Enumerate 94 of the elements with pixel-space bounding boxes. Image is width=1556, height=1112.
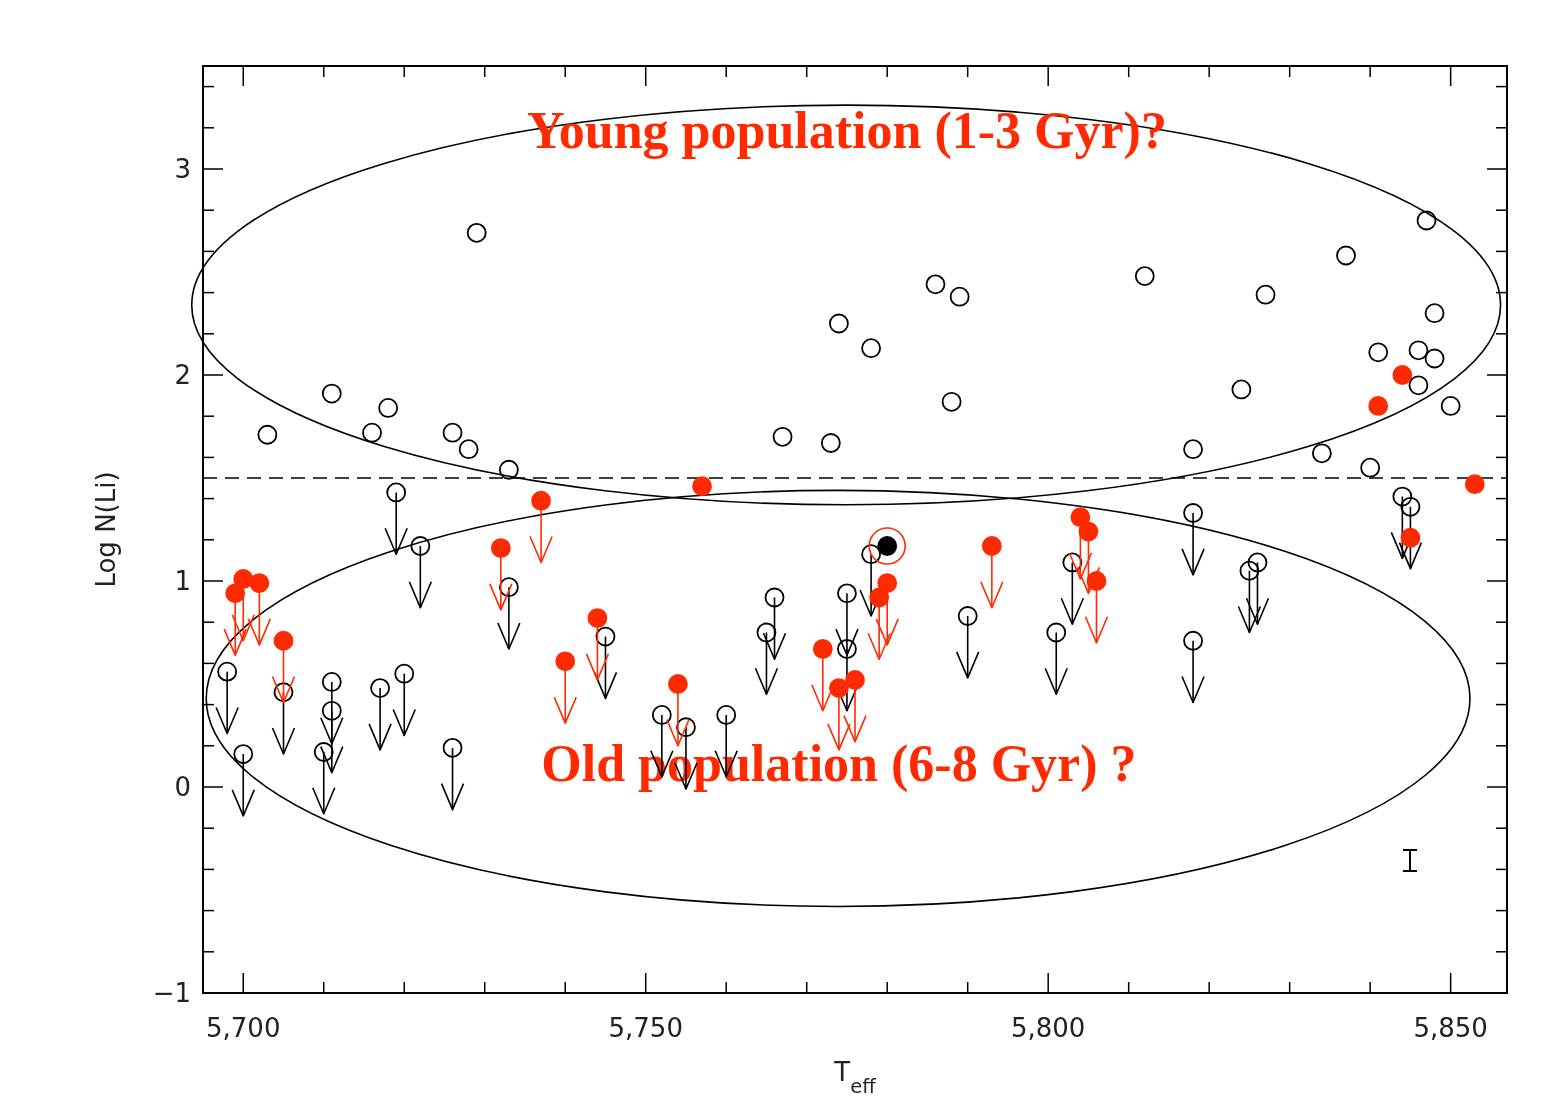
- point: [1392, 486, 1413, 507]
- point: [531, 490, 551, 511]
- point: [1183, 503, 1203, 523]
- point: [442, 422, 463, 443]
- point: [981, 536, 1002, 556]
- point: [1368, 342, 1389, 363]
- point: [1424, 348, 1445, 369]
- point: [1046, 622, 1067, 643]
- point: [820, 433, 841, 453]
- point: [651, 705, 672, 725]
- point: [812, 639, 833, 659]
- point: [498, 459, 519, 480]
- x-axis-title: T$_{eff}$: [833, 1057, 877, 1098]
- point: [829, 678, 849, 699]
- point: [442, 737, 463, 758]
- point: [1086, 571, 1107, 591]
- y-axis-title: Log N(Li): [91, 471, 121, 588]
- point: [957, 606, 978, 626]
- point: [233, 744, 254, 764]
- point: [1408, 340, 1429, 361]
- point: [321, 383, 342, 404]
- point: [1239, 560, 1260, 581]
- point: [845, 669, 865, 690]
- point: [1311, 443, 1332, 464]
- point: [1400, 496, 1421, 517]
- point: [233, 569, 254, 589]
- point: [1255, 284, 1276, 305]
- point: [249, 573, 270, 593]
- point: [1078, 521, 1099, 542]
- y-tick-label: 3: [174, 154, 191, 184]
- point: [861, 544, 881, 565]
- point: [692, 476, 712, 497]
- point: [837, 583, 857, 604]
- point: [949, 286, 970, 307]
- point: [225, 583, 246, 604]
- point: [1416, 210, 1437, 231]
- point: [458, 439, 479, 460]
- point: [716, 705, 737, 725]
- point: [257, 424, 278, 445]
- point: [370, 678, 390, 699]
- point: [378, 398, 399, 418]
- point: [1368, 396, 1389, 416]
- point: [676, 717, 696, 738]
- point: [1360, 457, 1381, 478]
- point: [313, 742, 334, 762]
- point: [386, 482, 407, 503]
- x-tick-label: 5,750: [608, 1013, 683, 1043]
- point: [410, 536, 431, 556]
- point: [1070, 507, 1091, 528]
- point: [772, 426, 793, 447]
- x-tick-label: 5,700: [206, 1013, 281, 1043]
- point: [1424, 303, 1445, 324]
- point: [217, 661, 238, 682]
- point: [362, 422, 382, 443]
- point: [941, 391, 962, 412]
- point: [1392, 365, 1413, 385]
- point: [1183, 630, 1203, 651]
- y-tick-label: 1: [174, 566, 191, 596]
- y-tick-label: −1: [152, 978, 191, 1008]
- point: [595, 626, 616, 647]
- point: [829, 313, 849, 334]
- point: [321, 672, 342, 692]
- point: [273, 682, 294, 703]
- point: [1231, 379, 1252, 400]
- point: [925, 274, 946, 295]
- point: [1336, 245, 1356, 266]
- point: [1183, 439, 1203, 460]
- point: [861, 338, 881, 359]
- point: [877, 573, 898, 593]
- point: [1440, 396, 1461, 416]
- point: [587, 608, 608, 628]
- x-tick-label: 5,800: [1010, 1013, 1086, 1043]
- point: [1464, 474, 1485, 495]
- point: [555, 651, 576, 672]
- point: [1062, 552, 1083, 573]
- point: [756, 622, 777, 643]
- x-tick-label: 5,850: [1413, 1013, 1488, 1043]
- point: [1134, 266, 1155, 287]
- point: [273, 630, 294, 651]
- point: [668, 674, 688, 694]
- point: [1247, 552, 1268, 573]
- point: [1400, 527, 1421, 548]
- annotation: Young population (1-3 Gyr)?: [526, 102, 1167, 161]
- point: [837, 639, 857, 659]
- point: [321, 700, 342, 721]
- point: [498, 577, 519, 598]
- y-tick-label: 2: [174, 360, 191, 390]
- point: [764, 587, 785, 608]
- point: [394, 663, 415, 684]
- y-tick-label: 0: [174, 772, 191, 802]
- point: [490, 538, 511, 558]
- point: [1408, 375, 1429, 396]
- point: [466, 222, 487, 243]
- point: [869, 587, 890, 608]
